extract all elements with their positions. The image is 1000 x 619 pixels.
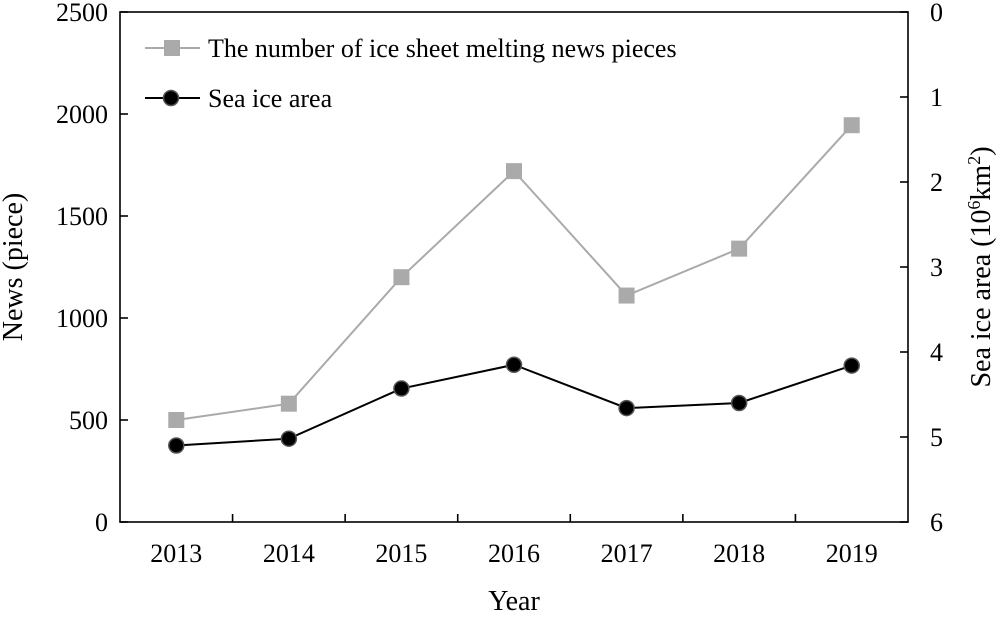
- x-tick-label: 2018: [713, 539, 765, 568]
- right-y-tick-label: 5: [930, 423, 943, 452]
- right-y-axis-title: Sea ice area (106km2): [964, 146, 997, 387]
- x-tick-label: 2017: [601, 539, 653, 568]
- right-y-tick-label: 6: [930, 508, 943, 537]
- legend-marker-sea-ice: [162, 89, 180, 107]
- data-point-square: [618, 287, 635, 304]
- legend-marker-news: [164, 40, 180, 56]
- data-point-square: [506, 163, 522, 180]
- right-y-axis-title-end: ): [966, 146, 997, 155]
- left-y-axis-title: News (piece): [0, 193, 29, 341]
- data-point-circle: [280, 430, 298, 447]
- right-y-tick-label: 4: [930, 338, 943, 367]
- legend-label-news: The number of ice sheet melting news pie…: [208, 34, 677, 63]
- data-point-circle: [618, 399, 635, 417]
- data-point-square: [280, 395, 297, 412]
- data-point-square: [393, 269, 410, 286]
- right-y-axis-title-part2: km: [966, 165, 997, 201]
- legend: The number of ice sheet melting news pie…: [145, 34, 677, 113]
- right-y-tick-label: 2: [930, 168, 943, 197]
- data-point-square: [168, 412, 185, 428]
- right-y-tick-label: 3: [930, 253, 943, 282]
- x-tick-label: 2019: [826, 539, 878, 568]
- legend-label-sea-ice: Sea ice area: [208, 84, 333, 113]
- right-y-axis-title-part1: Sea ice area (10: [966, 210, 997, 388]
- right-y-tick-label: 1: [930, 83, 943, 112]
- data-point-circle: [505, 356, 523, 373]
- data-point-circle: [843, 357, 860, 374]
- x-tick-label: 2016: [488, 539, 540, 568]
- data-point-square: [731, 240, 748, 257]
- data-point-circle: [393, 380, 410, 397]
- x-axis: 2013 2014 2015 2016 2017 2018 2019: [150, 514, 878, 568]
- left-y-tick-label: 0: [95, 508, 108, 537]
- x-tick-label: 2014: [263, 539, 315, 568]
- x-tick-label: 2013: [150, 539, 202, 568]
- right-y-tick-label: 0: [930, 0, 943, 27]
- series-layer: [168, 117, 860, 454]
- left-y-tick-label: 1500: [56, 202, 108, 231]
- data-point-circle: [168, 437, 185, 454]
- left-y-tick-label: 500: [69, 406, 108, 435]
- left-y-tick-label: 2500: [56, 0, 108, 27]
- x-tick-label: 2015: [375, 539, 427, 568]
- right-y-axis: 0 1 2 3 4 5 6: [900, 0, 943, 537]
- left-y-tick-label: 1000: [56, 304, 108, 333]
- x-axis-title: Year: [488, 586, 540, 617]
- left-y-tick-label: 2000: [56, 100, 108, 129]
- right-y-axis-title-sup2: 2: [964, 156, 984, 165]
- data-point-circle: [730, 394, 748, 412]
- right-y-axis-title-sup1: 6: [964, 201, 984, 210]
- left-y-axis: 0 500 1000 1500 2000 2500: [56, 0, 128, 537]
- data-point-square: [843, 117, 860, 134]
